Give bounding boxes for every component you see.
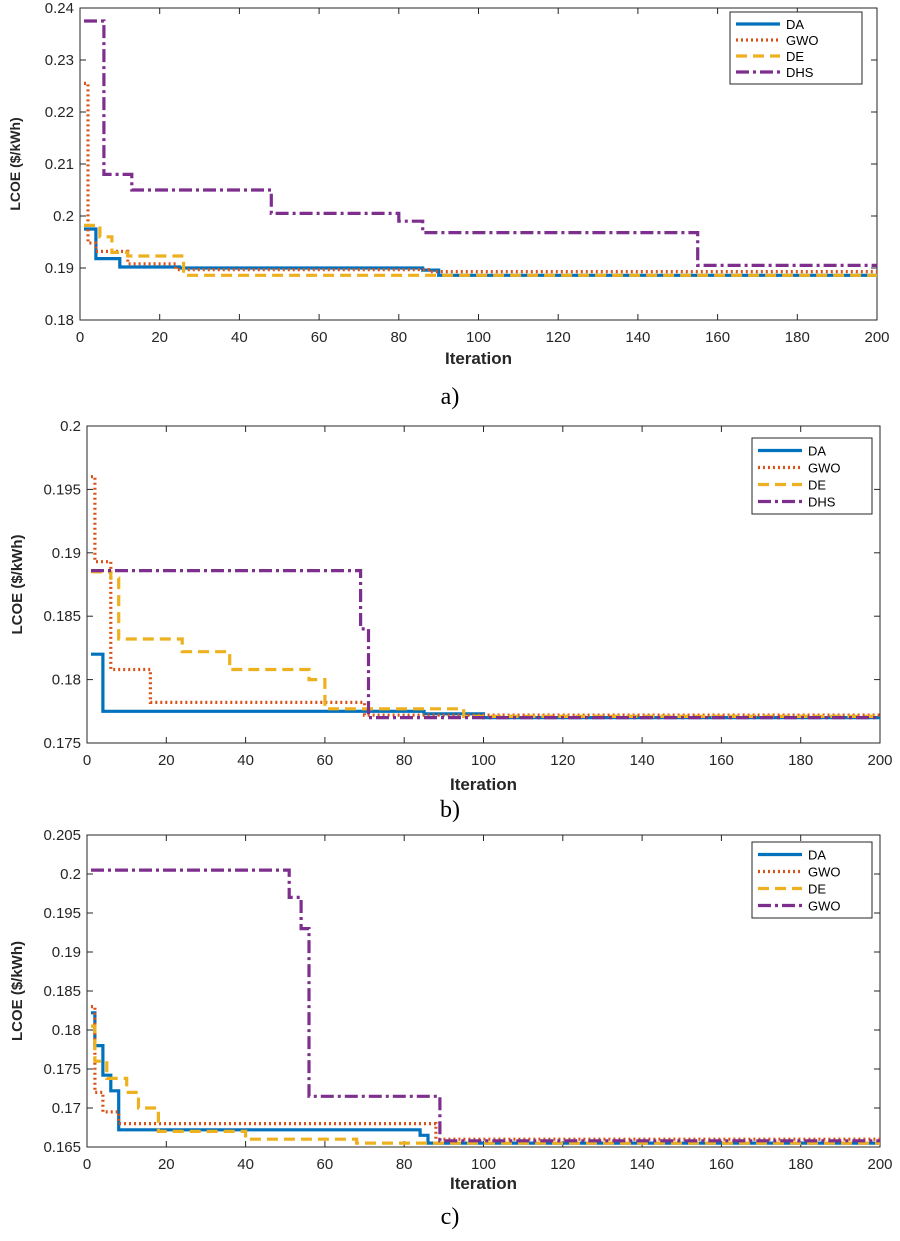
x-axis-title: Iteration [445,349,512,368]
x-tick-label: 120 [550,1156,575,1173]
x-tick-label: 0 [83,752,91,769]
x-tick-label: 80 [390,329,407,346]
x-tick-label: 200 [867,1156,892,1173]
x-tick-label: 140 [630,752,655,769]
series-line-dhs [84,19,877,267]
y-tick-label: 0.185 [43,608,81,625]
y-tick-label: 0.175 [43,1061,81,1078]
x-tick-label: 40 [237,1156,254,1173]
legend-label: DE [808,478,826,493]
x-tick-label: 80 [396,1156,413,1173]
series-line-de [84,223,877,277]
legend-label: DA [786,17,804,32]
y-axis-title: LCOE ($/kWh) [7,117,23,210]
y-tick-label: 0.195 [43,905,81,922]
plot-area [86,425,881,744]
chart-c: 0.165 0.17 0.175 0.18 0.185 0.19 0.195 0.2 0.205… [9,827,893,1230]
legend-label: DA [808,444,826,459]
panel-caption: c) [441,1204,460,1230]
x-tick-label: 0 [76,329,84,346]
y-tick-label: 0.19 [52,545,81,562]
panel-caption: b) [440,797,460,823]
x-tick-label: 180 [788,1156,813,1173]
panel-b: 0.175 0.18 0.185 0.19 0.195 0.2 0 20 40 60 80 100 12… [0,414,900,828]
y-tick-label: 0.165 [43,1139,81,1156]
x-tick-label: 100 [466,329,491,346]
y-tick-label: 0.18 [45,312,74,329]
y-tick-label: 0.2 [60,418,81,435]
y-tick-label: 0.19 [45,260,74,277]
y-tick-label: 0.22 [45,104,74,121]
legend-label: DHS [808,495,836,510]
x-tick-label: 60 [317,752,334,769]
legend-label: DHS [786,65,814,80]
y-axis-title: LCOE ($/kWh) [9,534,26,634]
y-tick-label: 0.21 [45,156,74,173]
legend-label: GWO [808,899,841,914]
x-tick-label: 20 [151,329,168,346]
y-tick-label: 0.24 [45,0,74,17]
x-tick-label: 20 [158,752,175,769]
x-tick-label: 200 [864,329,889,346]
x-tick-label: 80 [396,752,413,769]
x-axis-title: Iteration [450,775,517,794]
legend-label: GWO [786,33,819,48]
x-tick-label: 180 [788,752,813,769]
x-tick-label: 140 [625,329,650,346]
y-tick-label: 0.185 [43,983,81,1000]
y-tick-label: 0.175 [43,735,81,752]
x-tick-label: 120 [546,329,571,346]
legend-label: DA [808,848,826,863]
y-tick-label: 0.2 [60,866,81,883]
legend-label: DE [808,882,826,897]
y-tick-label: 0.205 [43,827,81,844]
series-line-da [84,227,877,277]
x-tick-label: 200 [867,752,892,769]
y-tick-label: 0.2 [53,208,74,225]
panel-a: 0.18 0.19 0.2 0.21 0.22 0.23 0.24 0 20 40 60 80 100 1… [0,0,900,412]
x-tick-label: 40 [231,329,248,346]
x-tick-label: 160 [705,329,730,346]
y-tick-label: 0.18 [52,672,81,689]
x-tick-label: 20 [158,1156,175,1173]
chart-b: 0.175 0.18 0.185 0.19 0.195 0.2 0 20 40 60 80 100 12… [9,418,893,823]
series-line-gwo [91,868,880,1143]
x-tick-label: 180 [785,329,810,346]
x-tick-label: 120 [550,752,575,769]
chart-a: 0.18 0.19 0.2 0.21 0.22 0.23 0.24 0 20 40 60 80 100 1… [7,0,890,410]
legend-label: DE [786,49,804,64]
y-tick-label: 0.195 [43,481,81,498]
y-tick-label: 0.23 [45,52,74,69]
y-axis-title: LCOE ($/kWh) [9,941,26,1041]
x-tick-label: 60 [317,1156,334,1173]
x-tick-label: 160 [709,752,734,769]
series-line-dhs [91,569,880,720]
x-tick-label: 40 [237,752,254,769]
x-tick-label: 160 [709,1156,734,1173]
series-line-de [91,570,880,718]
x-tick-label: 100 [471,752,496,769]
x-tick-label: 0 [83,1156,91,1173]
y-tick-label: 0.18 [52,1022,81,1039]
x-axis-title: Iteration [450,1174,517,1193]
series-line-gwo [84,81,877,274]
x-tick-label: 140 [630,1156,655,1173]
x-tick-label: 100 [471,1156,496,1173]
y-tick-label: 0.17 [52,1100,81,1117]
panel-c: 0.165 0.17 0.175 0.18 0.185 0.19 0.195 0.2 0.205… [0,827,900,1241]
series-line-de [91,1024,880,1145]
y-tick-label: 0.19 [52,944,81,961]
x-tick-label: 60 [311,329,328,346]
legend-label: GWO [808,461,841,476]
legend-label: GWO [808,865,841,880]
panel-caption: a) [441,384,460,410]
